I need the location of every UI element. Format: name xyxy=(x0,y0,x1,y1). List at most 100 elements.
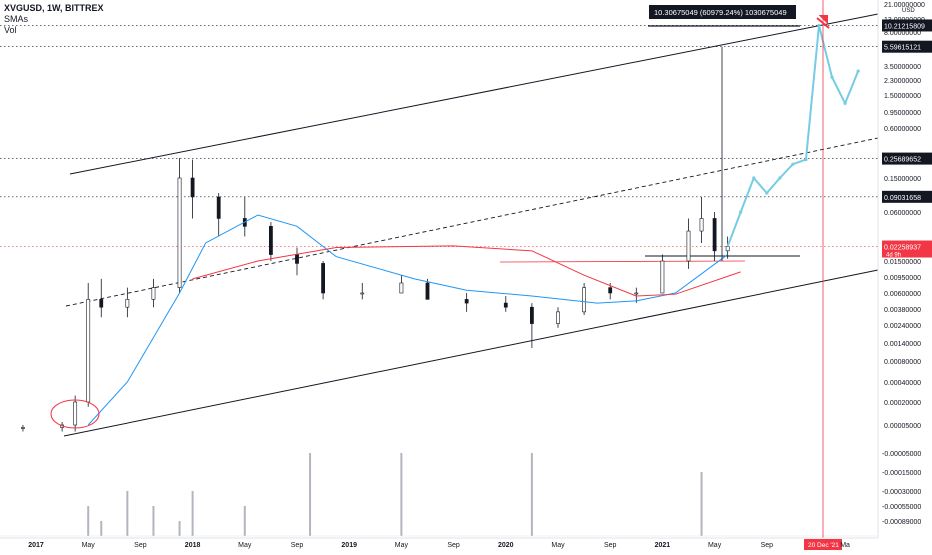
time-axis-label: Sep xyxy=(134,542,147,549)
candle-body xyxy=(634,292,639,295)
price-tick-label: 0.01500000 xyxy=(884,259,921,266)
projection-point xyxy=(752,176,756,180)
volume-bar xyxy=(152,506,155,536)
projection-path xyxy=(726,25,860,247)
price-tick-label: 8.00000000 xyxy=(884,30,921,37)
candle-body xyxy=(125,299,130,308)
price-tick-label: 0.00040000 xyxy=(884,380,921,387)
candle-body xyxy=(268,226,273,255)
projection-point xyxy=(765,191,769,195)
projection-point xyxy=(778,176,782,180)
price-tick-label: 0.00600000 xyxy=(884,291,921,298)
highlight-circle xyxy=(50,399,100,429)
volume-tick-label: -0.00005000 xyxy=(882,451,921,458)
measure-label-box xyxy=(649,5,796,19)
candle-body xyxy=(321,263,326,294)
price-tick-label: 3.50000000 xyxy=(884,64,921,71)
chart-legend: XVGUSD, 1W, BITTREX SMAs Vol xyxy=(4,3,104,36)
candle-body xyxy=(151,287,156,300)
candle-body xyxy=(712,218,717,252)
candle-body xyxy=(99,299,104,308)
candle-body xyxy=(216,196,221,219)
channel-upper-line xyxy=(69,13,879,175)
projection-point xyxy=(830,75,834,79)
price-tick-label: 0.60000000 xyxy=(884,126,921,133)
volume-tick-label: -0.00055000 xyxy=(882,504,921,511)
symbol-title[interactable]: XVGUSD, 1W, BITTREX xyxy=(4,3,104,13)
price-tick-label: 0.00140000 xyxy=(884,341,921,348)
candle-body xyxy=(699,218,704,232)
volume-layer xyxy=(0,453,878,537)
price-tick-label: 1.50000000 xyxy=(884,93,921,100)
candle-body xyxy=(21,427,25,429)
annotation-layer: 10.30675049 (60979.24%) 1030675049 xyxy=(50,0,830,538)
projection-point xyxy=(817,23,821,28)
price-label-box xyxy=(882,240,932,258)
volume-tick-label: -0.00030000 xyxy=(882,489,921,496)
volume-bar xyxy=(400,453,403,536)
volume-tick-label: -0.00015000 xyxy=(882,470,921,477)
red-support-line xyxy=(499,260,746,263)
channel-layer xyxy=(63,13,879,437)
price-tick-label: 2.30000000 xyxy=(884,78,921,85)
price-label-text: 0.09031658 xyxy=(884,195,921,202)
currency-label: USD xyxy=(902,8,915,14)
time-axis-label: May xyxy=(395,542,409,549)
price-tick-label: 0.00020000 xyxy=(884,400,921,407)
price-axis-layer: 21.0000000013.000000008.000000003.500000… xyxy=(877,0,932,550)
candle-body xyxy=(582,287,587,313)
grid-layer xyxy=(0,25,878,247)
time-axis-label: May xyxy=(551,542,565,549)
candle-body xyxy=(86,299,91,403)
price-label-text: 0.25689652 xyxy=(884,157,921,164)
price-label-text: 5.59615121 xyxy=(884,45,921,52)
volume-bar xyxy=(530,453,533,536)
price-tick-label: 0.00005000 xyxy=(884,423,921,430)
price-tick-label: 0.15000000 xyxy=(884,176,921,183)
volume-label[interactable]: Vol xyxy=(4,25,17,35)
price-tick-label: 0.00080000 xyxy=(884,359,921,366)
projection-point xyxy=(843,101,847,105)
date-marker-label: 20 Dec '21 xyxy=(808,542,839,549)
price-label-text: 10.21215809 xyxy=(884,23,925,30)
price-tick-label: 0.00380000 xyxy=(884,307,921,314)
candle-body xyxy=(295,254,299,264)
time-axis-label: 2019 xyxy=(341,542,357,549)
candle-body xyxy=(464,299,469,304)
candle-body xyxy=(556,311,560,324)
measure-label-text: 10.30675049 (60979.24%) 1030675049 xyxy=(654,8,787,17)
time-axis-label: Ma xyxy=(840,542,850,549)
time-axis-label: May xyxy=(238,542,252,549)
candle-body xyxy=(529,306,534,324)
projection-point xyxy=(791,162,795,166)
channel-mid-line xyxy=(65,137,879,307)
price-label-text: 0.02258937 xyxy=(884,245,921,252)
candle-body xyxy=(686,230,691,262)
candle-body xyxy=(425,282,430,300)
price-tick-label: 21.00000000 xyxy=(884,2,925,9)
candle-body xyxy=(725,246,730,252)
indicator-label[interactable]: SMAs xyxy=(4,14,29,24)
countdown-text: 4d 9h xyxy=(886,253,901,259)
time-axis-label: Sep xyxy=(447,542,460,549)
projection-point xyxy=(739,210,743,214)
candle-body xyxy=(608,287,613,294)
projection-point xyxy=(804,157,808,162)
price-tick-label: 0.00240000 xyxy=(884,323,921,330)
time-axis-label: Sep xyxy=(291,542,304,549)
price-axis-panel xyxy=(878,0,932,550)
candle-body xyxy=(503,302,508,308)
projection-point xyxy=(856,69,860,73)
price-tick-label: 0.06000000 xyxy=(884,210,921,217)
volume-bar xyxy=(243,506,246,536)
sma-fast-line xyxy=(87,214,728,426)
volume-bar xyxy=(700,472,703,536)
time-axis-label: 2020 xyxy=(498,542,514,549)
time-axis-label: Sep xyxy=(761,542,774,549)
channel-lower-line xyxy=(63,269,879,437)
candle-body xyxy=(660,260,665,294)
volume-bar xyxy=(191,491,194,536)
price-tick-label: 0.00950000 xyxy=(884,275,921,282)
